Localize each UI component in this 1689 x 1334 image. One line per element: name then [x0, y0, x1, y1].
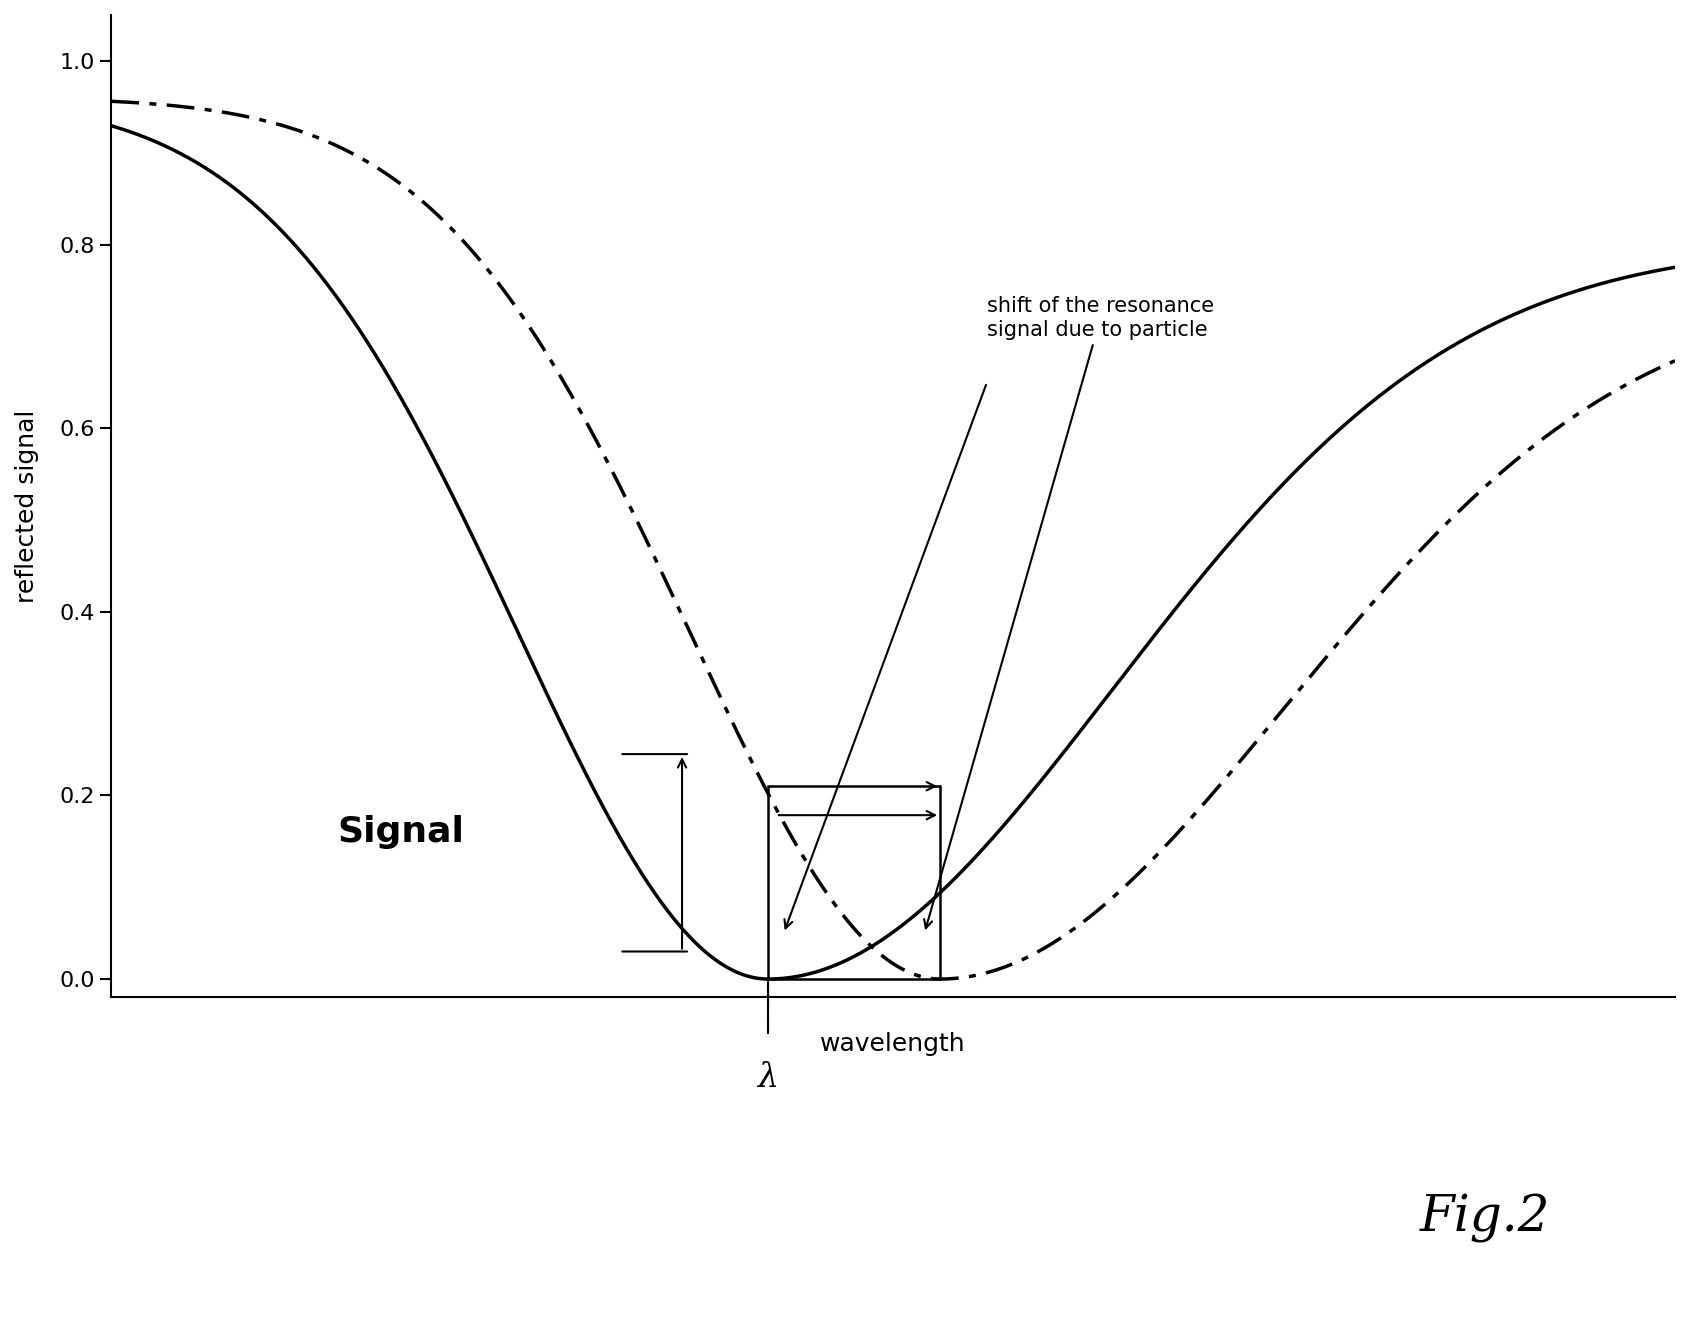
Bar [767, 786, 939, 979]
X-axis label: wavelength: wavelength [819, 1033, 966, 1057]
Text: Fig.2: Fig.2 [1419, 1194, 1549, 1243]
Text: Signal: Signal [336, 815, 464, 850]
Text: shift of the resonance
signal due to particle: shift of the resonance signal due to par… [924, 296, 1213, 928]
Y-axis label: reflected signal: reflected signal [15, 410, 39, 603]
Text: λ: λ [757, 1062, 779, 1094]
